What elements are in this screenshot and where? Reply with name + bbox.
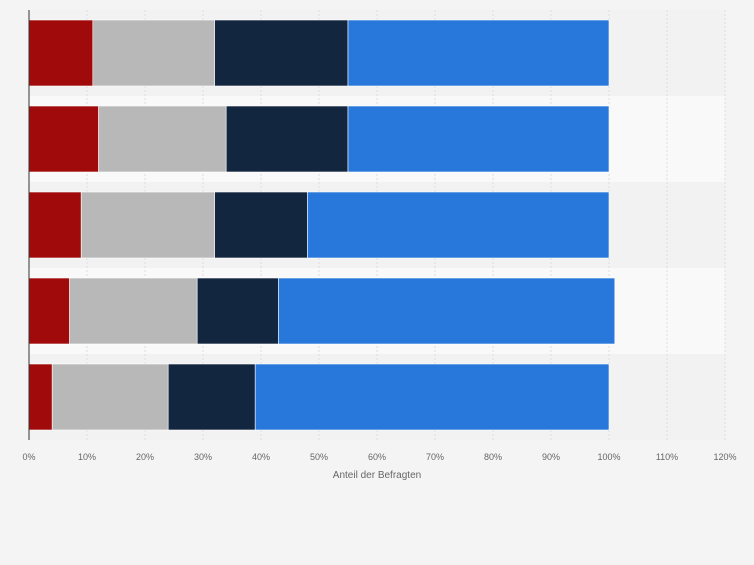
bar-segment-series-3 (167, 363, 256, 431)
bar-segment-series-3 (225, 105, 349, 173)
x-tick-label: 50% (310, 452, 328, 462)
x-tick-label: 0% (22, 452, 35, 462)
bar-segment-series-3 (214, 191, 308, 259)
x-tick-label: 70% (426, 452, 444, 462)
x-axis-title: Anteil der Befragten (333, 470, 421, 481)
bar-segment-series-2 (98, 105, 227, 173)
x-tick-label: 10% (78, 452, 96, 462)
bar-segment-series-4 (347, 105, 610, 173)
bar-segment-series-4 (278, 277, 616, 345)
bar-segment-series-1 (28, 105, 99, 173)
x-tick-label: 110% (656, 452, 678, 462)
bar-segment-series-1 (28, 277, 70, 345)
x-tick-labels: 0% 10% 20% 30% 40% 50% 60% 70% 80% 90% 100% 110% 120… (22, 452, 736, 462)
bar-segment-series-1 (28, 191, 82, 259)
bar-segment-series-3 (196, 277, 279, 345)
x-tick-label: 90% (542, 452, 560, 462)
x-tick-label: 60% (368, 452, 386, 462)
bars (28, 19, 616, 431)
x-tick-label: 40% (252, 452, 270, 462)
bar-segment-series-4 (254, 363, 610, 431)
bar-segment-series-2 (51, 363, 169, 431)
bar-segment-series-2 (69, 277, 198, 345)
x-tick-label: 100% (597, 452, 620, 462)
bar-segment-series-4 (307, 191, 610, 259)
x-tick-label: 80% (484, 452, 502, 462)
bar-segment-series-3 (214, 19, 349, 87)
x-tick-label: 30% (194, 452, 212, 462)
bar-segment-series-1 (28, 363, 53, 431)
bar-segment-series-2 (92, 19, 215, 87)
x-tick-label: 20% (136, 452, 154, 462)
bar-segment-series-1 (28, 19, 94, 87)
bar-segment-series-4 (347, 19, 610, 87)
x-tick-label: 120% (713, 452, 736, 462)
bar-segment-series-2 (80, 191, 215, 259)
